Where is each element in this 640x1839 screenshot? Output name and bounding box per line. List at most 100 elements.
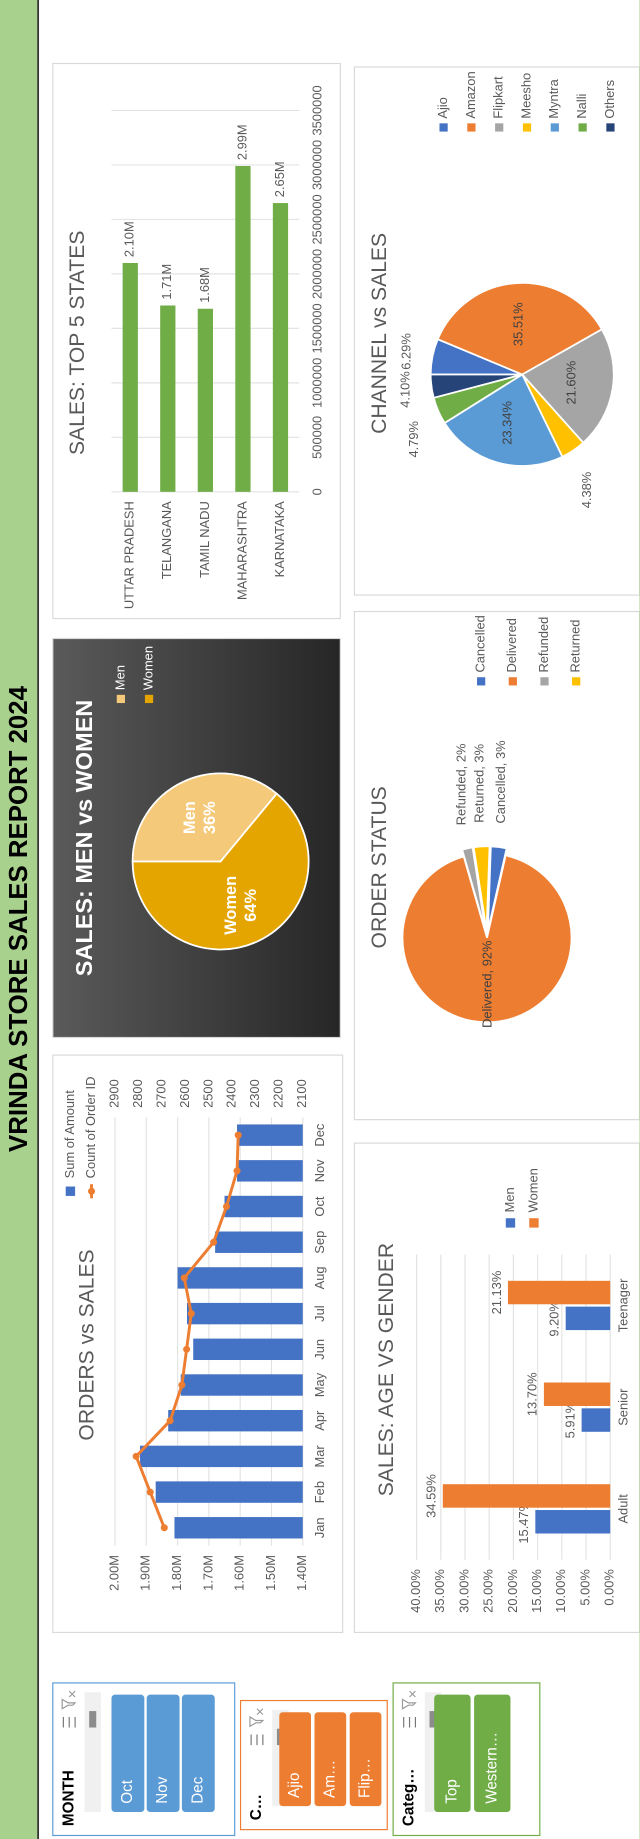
slicer-title: Categ… [401, 1768, 418, 1826]
x-tick-label: Feb [312, 1481, 327, 1503]
slicer-item[interactable]: Nov [154, 1776, 171, 1803]
chart-title: ORDER STATUS [368, 786, 391, 948]
slicer-button[interactable] [146, 1694, 180, 1813]
y-tick-label: MAHARASHTRA [234, 501, 249, 600]
y-tick-label: TAMIL NADU [197, 501, 212, 578]
title-band [0, 0, 38, 1839]
y-tick-label: 40.00% [408, 1569, 423, 1613]
legend-swatch [540, 677, 549, 686]
pie-slice [429, 373, 523, 399]
slicer-item[interactable]: Oct [119, 1779, 136, 1803]
slice-value: 23.34% [500, 401, 515, 445]
x-tick-label: May [312, 1372, 327, 1397]
y2-tick-label: 2700 [153, 1079, 168, 1108]
chart-panel: ORDER STATUS Cancelled, 3% Cancelled Delive… [353, 610, 640, 1121]
pie-slice [443, 373, 564, 467]
chart-title: SALES: MEN vs WOMEN [71, 700, 97, 976]
y-tick-label: UTTAR PRADESH [122, 501, 137, 609]
legend-label: Cancelled [473, 615, 488, 672]
slicer-item[interactable]: Dec [189, 1776, 206, 1803]
legend-swatch [88, 1187, 96, 1195]
scroll-thumb[interactable] [89, 1711, 97, 1728]
chart-title: ORDERS vs SALES [76, 1249, 99, 1440]
legend-swatch [606, 123, 615, 132]
legend-swatch [505, 1218, 516, 1228]
slicer-button[interactable] [314, 1712, 347, 1807]
slicer-item[interactable]: Top [443, 1779, 460, 1804]
line-marker [222, 1203, 231, 1211]
x-tick-label: Senior [616, 1388, 631, 1426]
legend-swatch [439, 123, 448, 132]
legend-swatch [578, 123, 587, 132]
x-tick-label: 1000000 [309, 358, 324, 408]
slicer: MONTH Oct Nov Dec [52, 1682, 236, 1837]
slicer-button[interactable] [279, 1712, 311, 1807]
bar [180, 1374, 303, 1396]
bar [237, 1160, 303, 1182]
x-tick-label: 3500000 [309, 85, 324, 135]
slicer: Categ… Top Western… [392, 1682, 541, 1837]
y2-tick-label: 2900 [106, 1079, 121, 1108]
x-tick-label: Jan [312, 1517, 327, 1538]
legend-label: Refunded [536, 617, 551, 673]
scroll-track[interactable] [84, 1692, 101, 1813]
legend-swatch [144, 694, 154, 704]
slicer-title: MONTH [60, 1770, 77, 1826]
chart-panel: SALES: TOP 5 STATES 0 500000 1000000 1500000… [52, 62, 341, 620]
slice-value: Delivered, 92% [480, 940, 495, 1027]
bar [507, 1280, 611, 1305]
x-tick-label: Sep [312, 1231, 327, 1254]
y-tick-label: 20.00% [505, 1569, 520, 1613]
slicer-title: C… [248, 1794, 265, 1820]
chart-title: SALES: AGE VS GENDER [375, 1243, 398, 1496]
value-label: 13.70% [525, 1372, 540, 1416]
legend-label: Ajio [435, 97, 450, 119]
bar [155, 1481, 303, 1503]
chart-title: SALES: TOP 5 STATES [66, 231, 89, 455]
legend-label: Count of Order ID [83, 1077, 98, 1179]
slicer-item[interactable]: Flip… [357, 1758, 374, 1798]
y-tick-label: 0.00% [602, 1569, 617, 1606]
x-tick-label: 2000000 [309, 249, 324, 299]
clear-filter-icon[interactable] [401, 1690, 417, 1710]
slice-value: 36% [201, 801, 219, 834]
slice-value: 6.29% [399, 333, 414, 370]
value-label: 15.47% [516, 1500, 531, 1544]
multi-select-icon[interactable] [62, 1716, 76, 1728]
pie-slice [401, 854, 573, 1024]
slicer-item[interactable]: Ajio [286, 1772, 303, 1797]
slicer-button[interactable] [181, 1694, 215, 1813]
slicer-button[interactable] [474, 1694, 511, 1813]
legend-swatch [550, 123, 559, 132]
y-tick-label: TELANGANA [159, 501, 174, 579]
chart-panel: SALES: AGE VS GENDER 0.00% 5.00% 10.00% 15.0… [353, 1142, 640, 1634]
y2-tick-label: 2300 [247, 1079, 262, 1108]
chart-panel: CHANNEL vs SALES 6.29% Ajio 35.51% Amazon 21.… [353, 66, 640, 596]
legend-label: Nalli [574, 94, 589, 119]
multi-select-icon[interactable] [250, 1734, 264, 1746]
bar [224, 1195, 303, 1218]
slicer-button[interactable] [434, 1694, 471, 1813]
clear-filter-icon[interactable] [249, 1708, 265, 1728]
y-tick-label: 35.00% [432, 1569, 447, 1613]
bar [235, 166, 251, 492]
slicer-item[interactable]: Western… [483, 1732, 500, 1804]
slice-value: Returned, 3% [472, 744, 487, 823]
slicer-item[interactable]: Am… [321, 1760, 338, 1798]
y-tick-label: 25.00% [481, 1569, 496, 1613]
bar [442, 1484, 611, 1508]
slicer-button[interactable] [111, 1694, 145, 1813]
slice-value: Cancelled, 3% [493, 740, 508, 823]
value-label: 2.99M [234, 124, 249, 160]
multi-select-icon[interactable] [403, 1716, 417, 1728]
line-marker [233, 1167, 241, 1175]
line-marker [160, 1524, 168, 1532]
pie-slice [520, 328, 615, 444]
slicer: C… Ajio Am… Flip… [239, 1699, 388, 1831]
slicer-button[interactable] [349, 1712, 382, 1807]
clear-filter-icon[interactable] [61, 1690, 77, 1710]
chart-panel: ORDERS vs SALES 1.40M 1.50M 1.60M 1.70M 1.80M… [52, 1054, 344, 1634]
legend-label: Myntra [546, 78, 561, 118]
